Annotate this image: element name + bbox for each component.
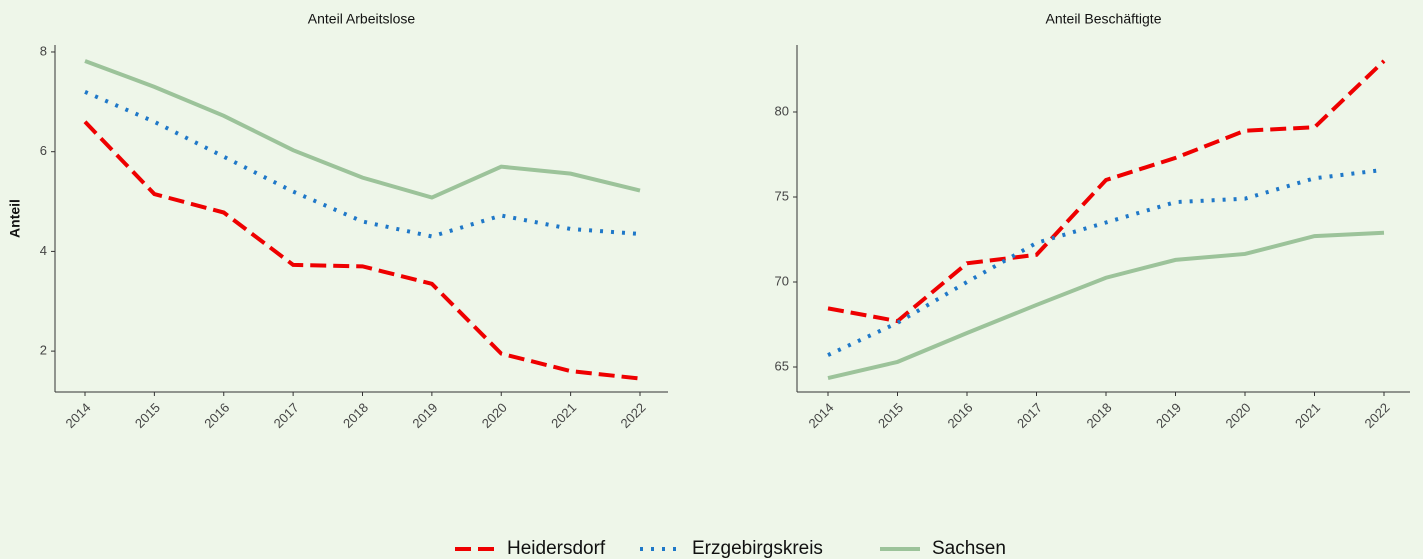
x-tick-label: 2016 [201, 400, 232, 431]
legend-label: Sachsen [932, 538, 1006, 559]
x-tick-label: 2022 [1361, 400, 1392, 431]
y-axis-label: Anteil [7, 199, 23, 238]
series-line: Sachsen [84, 59, 641, 200]
x-tick-label: 2021 [1292, 400, 1323, 431]
y-tick-label: 80 [775, 103, 789, 118]
x-tick-label: 2020 [1222, 400, 1253, 431]
x-tick-label: 2018 [1083, 400, 1114, 431]
x-tick-label: 2019 [1153, 400, 1184, 431]
x-tick-label: 2017 [1014, 400, 1045, 431]
x-tick-label: 2015 [875, 400, 906, 431]
x-tick-label: 2020 [479, 400, 510, 431]
chart-title: Anteil Arbeitslose [308, 11, 416, 27]
x-tick-label: 2014 [62, 400, 93, 431]
chart-title: Anteil Beschäftigte [1046, 11, 1162, 27]
x-tick-label: 2019 [409, 400, 440, 431]
y-tick-label: 75 [775, 188, 789, 203]
series-line: Sachsen [827, 230, 1385, 381]
y-tick-label: 70 [775, 273, 789, 288]
y-tick-label: 6 [40, 143, 47, 158]
y-tick-label: 4 [40, 243, 47, 258]
x-tick-label: 2022 [617, 400, 648, 431]
x-tick-label: 2014 [805, 400, 836, 431]
series-line: Heidersdorf [83, 120, 641, 381]
y-tick-label: 2 [40, 343, 47, 358]
series-line: Erzgebirgskreis [827, 167, 1385, 357]
x-tick-label: 2018 [340, 400, 371, 431]
series-line: Heidersdorf [827, 59, 1386, 324]
y-tick-label: 8 [40, 43, 47, 58]
x-tick-label: 2021 [548, 400, 579, 431]
series-line: Erzgebirgskreis [84, 90, 641, 239]
x-tick-label: 2017 [271, 400, 302, 431]
x-tick-label: 2016 [944, 400, 975, 431]
legend-label: Erzgebirgskreis [692, 538, 823, 559]
x-tick-label: 2015 [132, 400, 163, 431]
legend-label: Heidersdorf [507, 538, 606, 559]
y-tick-label: 65 [775, 358, 789, 373]
